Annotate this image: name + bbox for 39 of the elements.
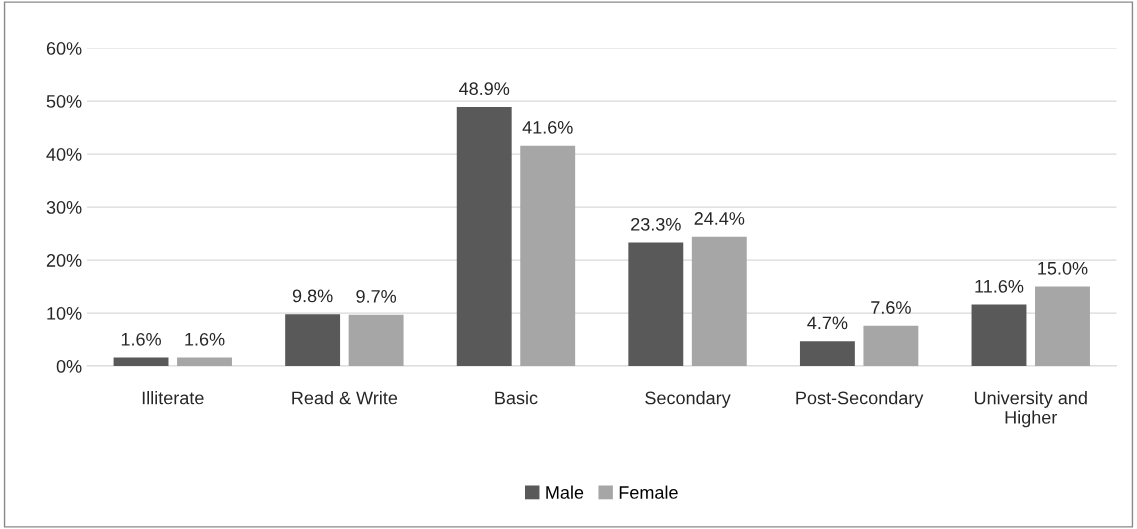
x-tick-label: University and Higher xyxy=(974,391,1087,428)
x-tick-label: Secondary xyxy=(645,391,731,408)
data-label: 11.6% xyxy=(975,279,1024,293)
data-label: 41.6% xyxy=(522,120,573,134)
x-tick-label: Post-Secondary xyxy=(796,391,924,408)
data-label: 15.0% xyxy=(1038,261,1088,275)
legend-label: Female xyxy=(619,485,678,499)
bar xyxy=(971,304,1027,367)
y-tick-label: 10% xyxy=(47,307,82,320)
y-tick-label: 60% xyxy=(46,42,82,55)
bar xyxy=(1035,286,1090,367)
y-tick-label: 50% xyxy=(46,95,82,108)
bar xyxy=(863,325,919,367)
data-label: 23.3% xyxy=(631,217,681,231)
bar xyxy=(113,357,169,367)
y-tick-label: 40% xyxy=(46,148,82,161)
legend-label: Male xyxy=(546,485,584,499)
data-label: 9.8% xyxy=(292,289,333,303)
y-tick-label: 20% xyxy=(46,254,82,267)
data-label: 9.7% xyxy=(356,289,397,303)
bar xyxy=(348,314,404,367)
data-label: 4.7% xyxy=(807,316,848,330)
x-tick-label: Basic xyxy=(495,391,538,405)
x-tick-label: Read & Write xyxy=(292,391,398,405)
bar xyxy=(628,242,684,367)
bar xyxy=(456,106,512,367)
data-label: 24.4% xyxy=(694,212,745,225)
y-tick-label: 30% xyxy=(46,201,82,214)
data-label: 1.6% xyxy=(185,332,225,346)
bar xyxy=(799,341,855,367)
data-label: 7.6% xyxy=(871,301,911,314)
bar xyxy=(520,145,576,367)
bar xyxy=(177,357,232,367)
data-label: 48.9% xyxy=(459,82,510,96)
data-label: 1.6% xyxy=(121,332,161,346)
bar xyxy=(285,314,341,367)
x-tick-label: Illiterate xyxy=(142,391,204,405)
y-tick-label: 0% xyxy=(56,360,82,373)
bar xyxy=(691,236,747,367)
